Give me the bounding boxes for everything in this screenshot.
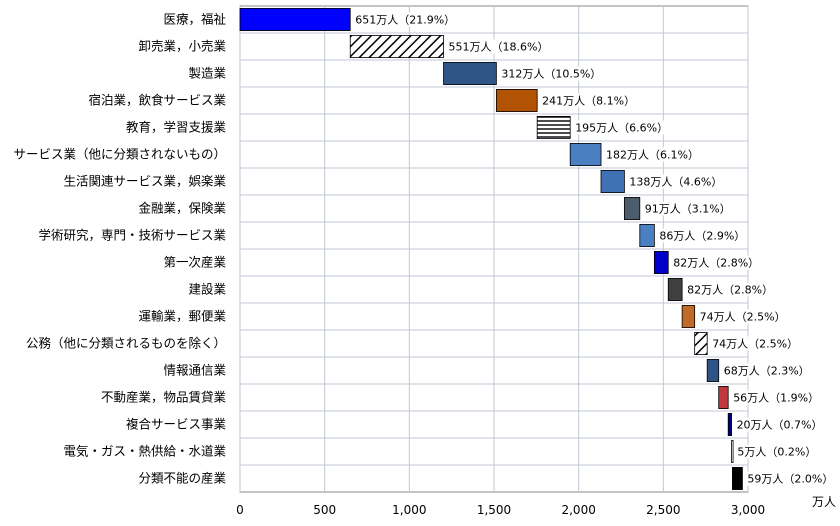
category-label: サービス業（他に分類されないもの） [13, 147, 226, 162]
bar-12 [681, 305, 696, 328]
data-label-bg [736, 444, 818, 459]
data-label: 182万人（6.1%） [606, 149, 699, 162]
category-label: 公務（他に分類されるものを除く） [26, 336, 226, 351]
x-tick-label: 2,000 [561, 503, 595, 517]
data-label: 59万人（2.0%） [747, 473, 833, 486]
data-label: 651万人（21.9%） [355, 14, 455, 27]
category-label: 電気・ガス・熱供給・水道業 [63, 444, 226, 459]
data-label: 74万人（2.5%） [700, 311, 786, 324]
category-label: 卸売業，小売業 [138, 39, 226, 54]
bar-6 [569, 143, 602, 166]
data-label: 241万人（8.1%） [542, 95, 635, 108]
gridlines [239, 5, 749, 493]
data-label: 138万人（4.6%） [629, 176, 722, 189]
category-label: 生活関連サービス業，娯楽業 [63, 174, 226, 189]
data-label-bg [711, 336, 800, 351]
data-label-bg [628, 174, 724, 189]
category-labels: 医療，福祉卸売業，小売業製造業宿泊業，飲食サービス業教育，学習支援業サービス業（… [13, 12, 226, 486]
bar-18 [732, 467, 743, 490]
bar-3 [443, 62, 497, 85]
bar-2 [349, 35, 444, 58]
data-label: 68万人（2.3%） [724, 365, 810, 378]
category-label: 複合サービス事業 [126, 417, 227, 432]
bar-11 [667, 278, 683, 301]
x-tick-label: 1,000 [392, 503, 426, 517]
data-label-bg [698, 309, 787, 324]
category-label: 製造業 [188, 66, 226, 81]
data-label-bg [672, 255, 761, 270]
x-axis-unit: 万人 [812, 495, 836, 509]
data-label-bg [605, 147, 700, 162]
category-label: 情報通信業 [163, 363, 226, 378]
data-label: 91万人（3.1%） [645, 203, 731, 216]
data-label: 20万人（0.7%） [737, 419, 823, 432]
data-label: 56万人（1.9%） [733, 392, 819, 405]
category-label: 分類不能の産業 [138, 471, 226, 486]
bar-1 [239, 8, 351, 31]
data-label-bg [574, 120, 670, 135]
category-label: 医療，福祉 [163, 12, 226, 27]
category-label: 第一次産業 [163, 255, 226, 270]
data-label-bg [447, 39, 550, 54]
data-label-bg [658, 228, 747, 243]
data-label-bg [722, 363, 811, 378]
bar-15 [718, 386, 729, 409]
data-label: 551万人（18.6%） [449, 41, 549, 54]
bar-17 [731, 440, 734, 463]
x-tick-label: 500 [313, 503, 336, 517]
x-tick-label: 1,500 [477, 503, 511, 517]
bar-5 [536, 116, 571, 139]
x-tick-label: 2,500 [646, 503, 680, 517]
category-label: 金融業，保険業 [138, 201, 226, 216]
data-label: 82万人（2.8%） [687, 284, 773, 297]
bar-13 [694, 332, 708, 355]
x-tick-label: 3,000 [731, 503, 765, 517]
data-label: 312万人（10.5%） [501, 68, 601, 81]
x-tick-label: 0 [236, 503, 244, 517]
data-label-bg [541, 93, 637, 108]
category-label: 宿泊業，飲食サービス業 [88, 93, 226, 108]
data-label-bg [746, 471, 835, 486]
data-label-bg [643, 201, 732, 216]
category-label: 教育，学習支援業 [126, 120, 227, 135]
category-label: 運輸業，郵便業 [138, 309, 226, 324]
bar-9 [639, 224, 655, 247]
data-label-bg [732, 390, 821, 405]
data-label: 5万人（0.2%） [737, 446, 816, 459]
bar-10 [653, 251, 669, 274]
data-label: 86万人（2.9%） [659, 230, 745, 243]
data-label: 74万人（2.5%） [712, 338, 798, 351]
data-label-bg [500, 66, 603, 81]
bar-8 [623, 197, 641, 220]
x-tick-labels: 0 500 1,000 1,500 2,000 2,500 3,000 [236, 503, 765, 517]
category-label: 不動産業，物品賃貸業 [101, 390, 227, 405]
data-label-bg [735, 417, 824, 432]
bar-16 [727, 413, 732, 436]
bars [239, 8, 743, 490]
category-label: 建設業 [188, 282, 226, 297]
bar-7 [600, 170, 625, 193]
bar-4 [495, 89, 538, 112]
category-label: 学術研究，専門・技術サービス業 [38, 228, 226, 243]
data-label-bg [686, 282, 775, 297]
data-label: 195万人（6.6%） [575, 122, 668, 135]
data-labels: 651万人（21.9%） 551万人（18.6%） 312万人（10.5%） 241万… [354, 12, 835, 486]
bar-14 [706, 359, 720, 382]
data-label-bg [354, 12, 457, 27]
data-label: 82万人（2.8%） [673, 257, 759, 270]
